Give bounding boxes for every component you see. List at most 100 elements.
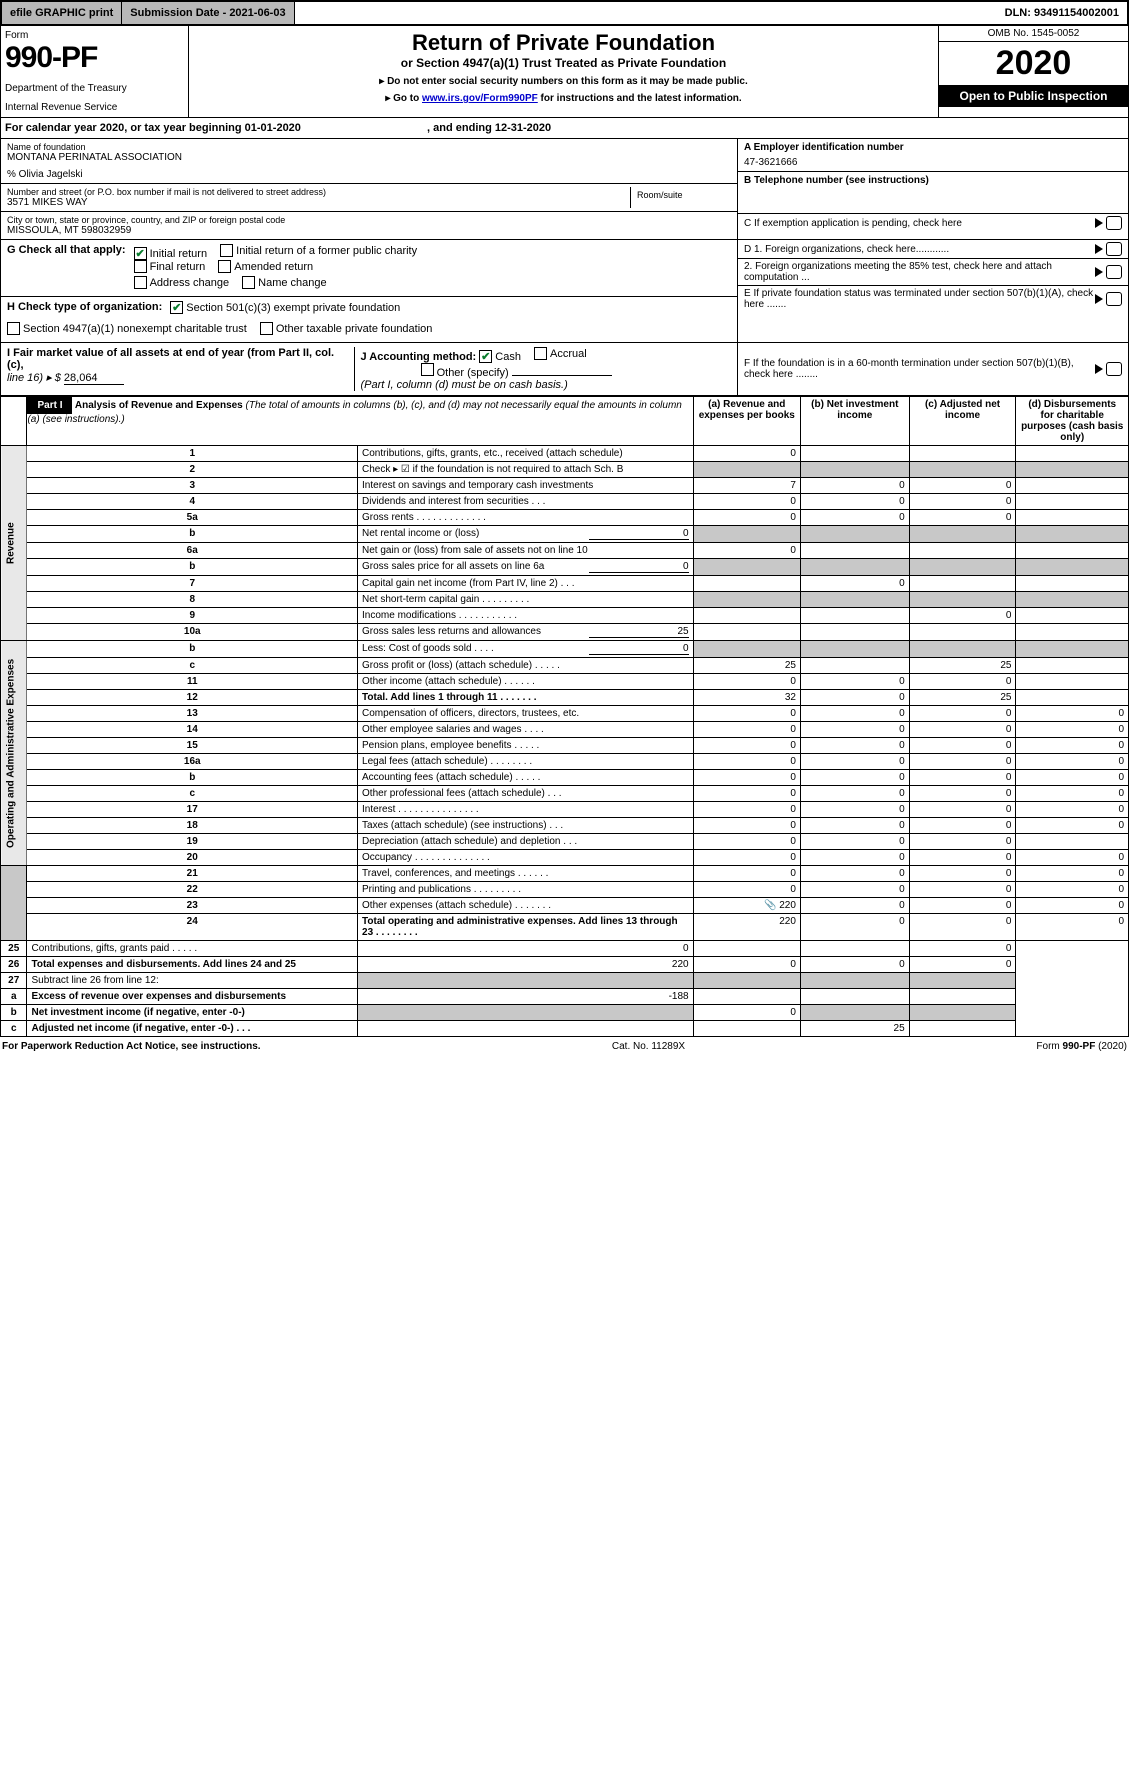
table-row: 26Total expenses and disbursements. Add … xyxy=(1,957,1129,973)
table-row: 14Other employee salaries and wages . . … xyxy=(1,722,1129,738)
arrow-icon xyxy=(1095,364,1103,374)
arrow-icon xyxy=(1095,218,1103,228)
table-row: 19Depreciation (attach schedule) and dep… xyxy=(1,834,1129,850)
table-row: bNet investment income (if negative, ent… xyxy=(1,1005,1129,1021)
dept: Department of the Treasury xyxy=(5,83,184,94)
table-row: 24Total operating and administrative exp… xyxy=(1,914,1129,941)
table-row: 3Interest on savings and temporary cash … xyxy=(1,478,1129,494)
d2-checkbox[interactable] xyxy=(1106,265,1122,279)
table-row: 12Total. Add lines 1 through 11 . . . . … xyxy=(1,690,1129,706)
part1-label: Part I xyxy=(27,397,72,414)
table-row: aExcess of revenue over expenses and dis… xyxy=(1,989,1129,1005)
dln: DLN: 93491154002001 xyxy=(997,2,1127,24)
arrow-icon xyxy=(1095,267,1103,277)
table-row: 17Interest . . . . . . . . . . . . . . .… xyxy=(1,802,1129,818)
table-row: Revenue1Contributions, gifts, grants, et… xyxy=(1,446,1129,462)
j-other-checkbox[interactable] xyxy=(421,363,434,376)
table-row: 13Compensation of officers, directors, t… xyxy=(1,706,1129,722)
table-row: 5aGross rents . . . . . . . . . . . . .0… xyxy=(1,510,1129,526)
table-row: bGross sales price for all assets on lin… xyxy=(1,559,1129,576)
table-row: Operating and Administrative ExpensesbLe… xyxy=(1,641,1129,658)
table-row: cGross profit or (loss) (attach schedule… xyxy=(1,658,1129,674)
phone-label: B Telephone number (see instructions) xyxy=(744,175,1122,186)
irs: Internal Revenue Service xyxy=(5,102,184,113)
city-state-zip: MISSOULA, MT 598032959 xyxy=(7,225,731,236)
care-of: % Olivia Jagelski xyxy=(7,169,731,180)
fmv-value: 28,064 xyxy=(64,372,124,385)
ein-label: A Employer identification number xyxy=(744,142,1122,153)
h-row: H Check type of organization: ✔Section 5… xyxy=(1,297,737,342)
f-60month: F If the foundation is in a 60-month ter… xyxy=(744,358,1095,380)
table-row: 15Pension plans, employee benefits . . .… xyxy=(1,738,1129,754)
form-number: 990-PF xyxy=(5,41,184,75)
calendar-year-row: For calendar year 2020, or tax year begi… xyxy=(0,118,1129,139)
efile-label: efile GRAPHIC print xyxy=(2,2,122,24)
table-row: 20Occupancy . . . . . . . . . . . . . .0… xyxy=(1,850,1129,866)
form-url-link[interactable]: www.irs.gov/Form990PF xyxy=(422,93,538,104)
submission-date: Submission Date - 2021-06-03 xyxy=(122,2,294,24)
paperwork-notice: For Paperwork Reduction Act Notice, see … xyxy=(2,1041,261,1052)
table-row: 4Dividends and interest from securities … xyxy=(1,494,1129,510)
revenue-label: Revenue xyxy=(1,446,27,641)
f-checkbox[interactable] xyxy=(1106,362,1122,376)
footer: For Paperwork Reduction Act Notice, see … xyxy=(0,1037,1129,1056)
table-row: 22Printing and publications . . . . . . … xyxy=(1,882,1129,898)
expenses-label: Operating and Administrative Expenses xyxy=(1,641,27,866)
city-label: City or town, state or province, country… xyxy=(7,215,731,225)
table-row: 7Capital gain net income (from Part IV, … xyxy=(1,576,1129,592)
c-checkbox[interactable] xyxy=(1106,216,1122,230)
d1-checkbox[interactable] xyxy=(1106,242,1122,256)
g-addrchg-checkbox[interactable] xyxy=(134,276,147,289)
name-label: Name of foundation xyxy=(7,142,731,152)
cat-no: Cat. No. 11289X xyxy=(612,1041,685,1052)
h-4947-checkbox[interactable] xyxy=(7,322,20,335)
g-initial-former-checkbox[interactable] xyxy=(220,244,233,257)
e-checkbox[interactable] xyxy=(1106,292,1122,306)
j-cash-checkbox[interactable]: ✔ xyxy=(479,350,492,363)
ij-row: I Fair market value of all assets at end… xyxy=(0,343,1129,396)
topbar: efile GRAPHIC print Submission Date - 20… xyxy=(0,0,1129,26)
foundation-name: MONTANA PERINATAL ASSOCIATION xyxy=(7,152,731,163)
instr-1: ▸ Do not enter social security numbers o… xyxy=(193,76,934,87)
form-title: Return of Private Foundation xyxy=(193,30,934,56)
instr-2: ▸ Go to www.irs.gov/Form990PF for instru… xyxy=(193,93,934,104)
room-label: Room/suite xyxy=(637,190,725,200)
d1-foreign: D 1. Foreign organizations, check here..… xyxy=(744,244,1095,255)
g-initial-checkbox[interactable]: ✔ xyxy=(134,247,147,260)
arrow-icon xyxy=(1095,294,1103,304)
g-row: G Check all that apply: ✔Initial return … xyxy=(1,240,737,297)
d2-85pct: 2. Foreign organizations meeting the 85%… xyxy=(744,261,1095,283)
arrow-icon xyxy=(1095,244,1103,254)
col-d: (d) Disbursements for charitable purpose… xyxy=(1016,397,1129,446)
table-row: 25Contributions, gifts, grants paid . . … xyxy=(1,941,1129,957)
table-row: 21Travel, conferences, and meetings . . … xyxy=(1,866,1129,882)
table-row: 6aNet gain or (loss) from sale of assets… xyxy=(1,543,1129,559)
table-row: 10aGross sales less returns and allowanc… xyxy=(1,624,1129,641)
form-word: Form xyxy=(5,30,184,41)
c-pending: C If exemption application is pending, c… xyxy=(744,218,1095,229)
g-final-checkbox[interactable] xyxy=(134,260,147,273)
table-row: bNet rental income or (loss) 0 xyxy=(1,526,1129,543)
col-b: (b) Net investment income xyxy=(800,397,909,446)
table-row: 23Other expenses (attach schedule) . . .… xyxy=(1,898,1129,914)
table-row: 8Net short-term capital gain . . . . . .… xyxy=(1,592,1129,608)
table-row: 18Taxes (attach schedule) (see instructi… xyxy=(1,818,1129,834)
form-subtitle: or Section 4947(a)(1) Trust Treated as P… xyxy=(193,56,934,70)
table-row: 27Subtract line 26 from line 12: xyxy=(1,973,1129,989)
schedule-link-icon[interactable]: 📎 xyxy=(764,900,776,911)
h-501c3-checkbox[interactable]: ✔ xyxy=(170,301,183,314)
table-row: 2Check ▸ ☑ if the foundation is not requ… xyxy=(1,462,1129,478)
open-public: Open to Public Inspection xyxy=(939,85,1128,107)
e-terminated: E If private foundation status was termi… xyxy=(744,288,1095,310)
table-row: bAccounting fees (attach schedule) . . .… xyxy=(1,770,1129,786)
table-row: 16aLegal fees (attach schedule) . . . . … xyxy=(1,754,1129,770)
g-amended-checkbox[interactable] xyxy=(218,260,231,273)
g-namechg-checkbox[interactable] xyxy=(242,276,255,289)
addr-label: Number and street (or P.O. box number if… xyxy=(7,187,630,197)
h-other-checkbox[interactable] xyxy=(260,322,273,335)
table-row: cOther professional fees (attach schedul… xyxy=(1,786,1129,802)
table-row: 11Other income (attach schedule) . . . .… xyxy=(1,674,1129,690)
col-c: (c) Adjusted net income xyxy=(909,397,1016,446)
j-accrual-checkbox[interactable] xyxy=(534,347,547,360)
col-a: (a) Revenue and expenses per books xyxy=(693,397,800,446)
